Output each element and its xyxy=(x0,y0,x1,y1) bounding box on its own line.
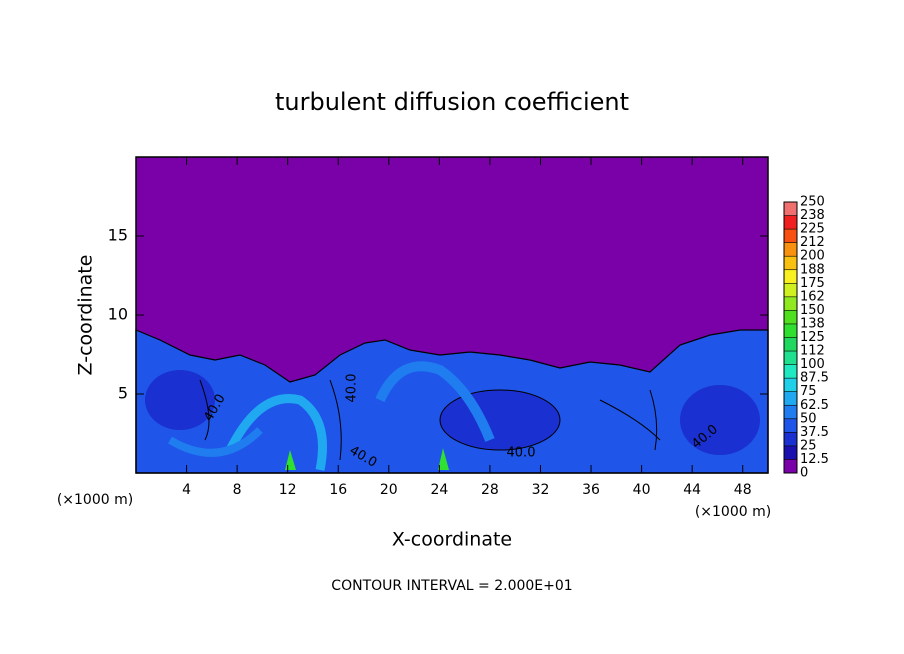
colorbar-label: 225 xyxy=(800,222,825,237)
colorbar-segment xyxy=(784,391,797,406)
x-tick-label: 8 xyxy=(233,482,242,498)
colorbar-segment xyxy=(784,283,797,297)
field-streak xyxy=(375,361,495,442)
colorbar-segment xyxy=(784,323,797,338)
colorbar-label: 138 xyxy=(800,316,825,331)
x-tick-label: 16 xyxy=(329,482,347,498)
colorbar-label: 0 xyxy=(800,466,808,481)
colorbar-segment xyxy=(784,242,797,257)
colorbar-label: 112 xyxy=(800,344,825,359)
x-unit-label: (×1000 m) xyxy=(695,504,771,520)
colorbar-label: 238 xyxy=(800,208,825,223)
colorbar-label: 188 xyxy=(800,262,825,277)
colorbar-segment xyxy=(784,202,797,216)
colorbar-label: 150 xyxy=(800,303,825,318)
x-tick-label: 12 xyxy=(279,482,297,498)
x-tick-label: 48 xyxy=(734,482,752,498)
x-tick-label: 44 xyxy=(683,482,701,498)
colorbar-segment xyxy=(784,296,797,311)
field-blob xyxy=(145,370,215,430)
colorbar-label: 162 xyxy=(800,289,825,304)
colorbar-segment xyxy=(784,432,797,446)
contour-label: 40.0 xyxy=(507,446,536,461)
x-tick-label: 36 xyxy=(582,482,600,498)
colorbar-segment xyxy=(784,364,797,379)
colorbar-label: 100 xyxy=(800,357,825,372)
colorbar-segment xyxy=(784,215,797,230)
y-tick-label: 5 xyxy=(118,384,128,403)
y-tick-label: 15 xyxy=(108,226,128,245)
colorbar-label: 212 xyxy=(800,235,825,250)
colorbar-segment xyxy=(784,405,797,419)
colorbar-label: 125 xyxy=(800,330,825,345)
colorbar-label: 87.5 xyxy=(800,371,829,386)
colorbar-segment xyxy=(784,445,797,460)
colorbar-segment xyxy=(784,256,797,270)
y-tick-label: 10 xyxy=(108,305,128,324)
colorbar-label: 62.5 xyxy=(800,398,829,413)
x-tick-label: 20 xyxy=(380,482,398,498)
colorbar-label: 75 xyxy=(800,384,817,399)
contour-line xyxy=(199,379,661,461)
colorbar-label: 12.5 xyxy=(800,452,829,467)
colorbar-segment xyxy=(784,229,797,243)
x-tick-label: 4 xyxy=(182,482,191,498)
colorbar-segment xyxy=(784,310,797,324)
colorbar-segment xyxy=(784,351,797,365)
x-tick-label: 24 xyxy=(430,482,448,498)
colorbar-label: 200 xyxy=(800,249,825,264)
x-tick-label: 40 xyxy=(633,482,651,498)
x-unit-label: (×1000 m) xyxy=(57,492,133,508)
x-tick-label: 32 xyxy=(532,482,550,498)
field-peak xyxy=(438,448,449,470)
footnote: CONTOUR INTERVAL = 2.000E+01 xyxy=(331,578,572,594)
y-axis-title: Z-coordinate xyxy=(75,255,97,376)
field-blob xyxy=(439,389,561,451)
colorbar-segment xyxy=(784,418,797,433)
colorbar-segment xyxy=(784,378,797,392)
field-streak xyxy=(167,427,263,457)
colorbar-segment xyxy=(784,337,797,352)
colorbar-label: 25 xyxy=(800,438,817,453)
colorbar-label: 175 xyxy=(800,276,825,291)
field xyxy=(135,157,769,474)
contour-label: 40.0 xyxy=(345,374,360,403)
field-blob xyxy=(680,385,760,455)
x-tick-label: 28 xyxy=(481,482,499,498)
colorbar-label: 50 xyxy=(800,411,817,426)
x-axis-title: X-coordinate xyxy=(392,529,512,551)
colorbar-segment xyxy=(784,459,797,473)
colorbar-label: 37.5 xyxy=(800,425,829,440)
colorbar-label: 250 xyxy=(800,195,825,210)
colorbar-segment xyxy=(784,269,797,284)
chart-title: turbulent diffusion coefficient xyxy=(275,88,629,116)
field-streak xyxy=(225,394,327,471)
